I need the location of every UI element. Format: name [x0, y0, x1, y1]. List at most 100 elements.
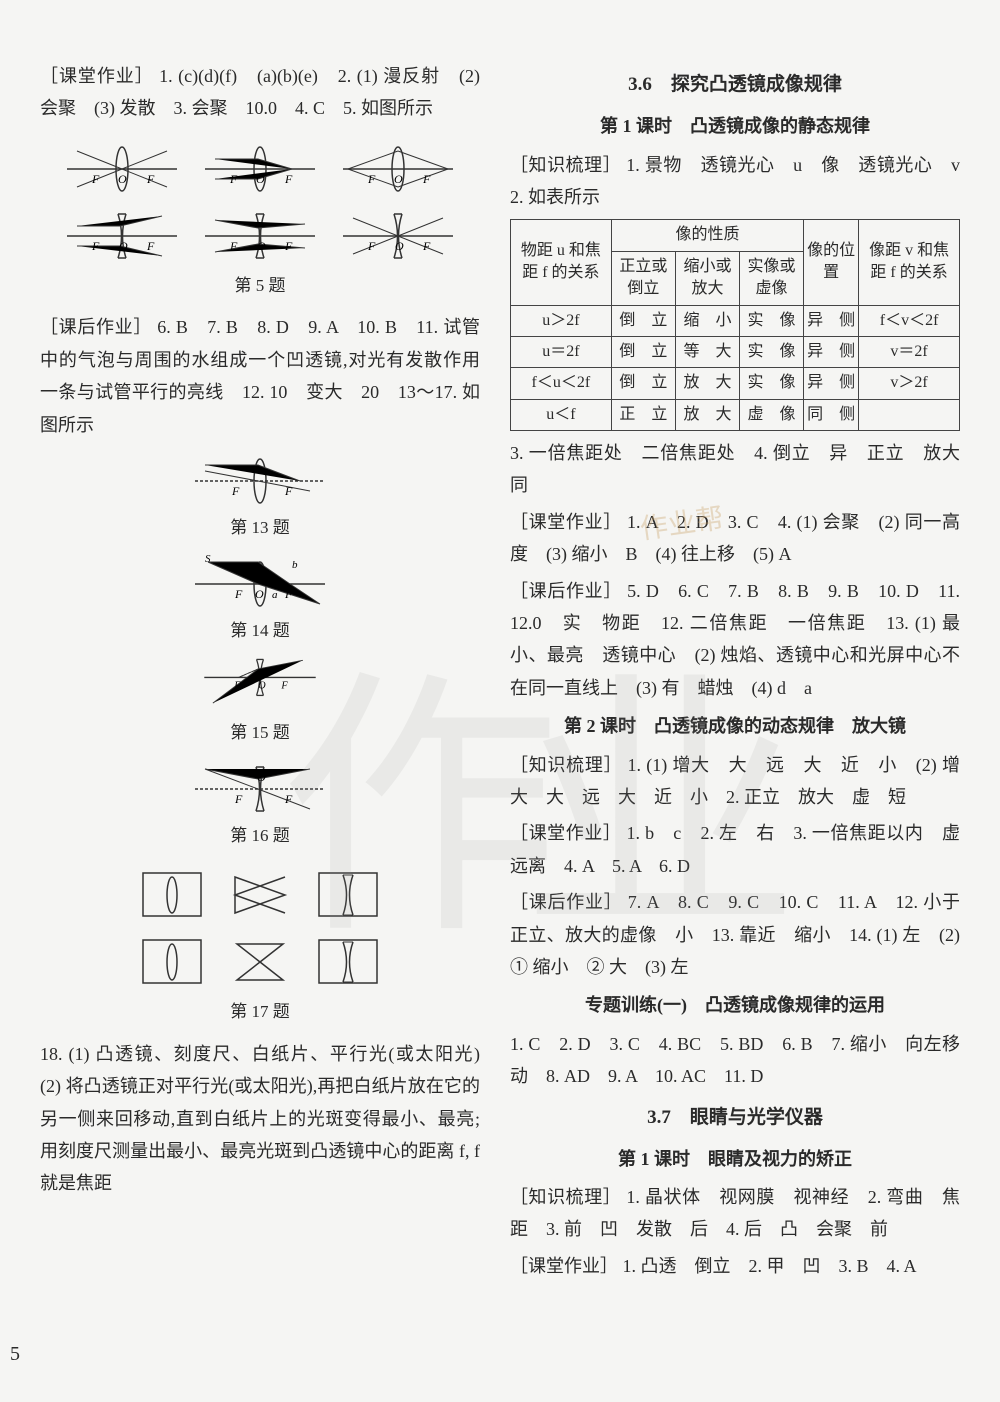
svg-text:F: F — [229, 239, 238, 253]
left-para-3: 18. (1) 凸透镜、刻度尺、白纸片、平行光(或太阳光) (2) 将凸透镜正对… — [40, 1038, 480, 1200]
svg-text:O: O — [395, 239, 404, 253]
table-cell: 异 侧 — [804, 305, 859, 336]
concave-box-icon — [313, 934, 383, 989]
svg-text:a: a — [272, 589, 278, 601]
svg-text:F: F — [284, 792, 293, 806]
table-cell: f＜v＜2f — [859, 305, 960, 336]
svg-text:O: O — [258, 681, 266, 692]
table-cell: 虚 像 — [740, 399, 804, 430]
svg-text:F: F — [91, 172, 100, 186]
prism-box-icon — [225, 867, 295, 922]
lens-diagram-icon: F O F — [338, 141, 458, 196]
svg-text:F: F — [146, 239, 155, 253]
para-after-table: 3. 一倍焦距处 二倍焦距处 4. 倒立 异 正立 放大 同 — [510, 437, 960, 502]
table-row: u＞2f 倒 立 缩 小 实 像 异 侧 f＜v＜2f — [511, 305, 960, 336]
svg-text:F: F — [422, 172, 431, 186]
left-column: ［课堂作业］ 1. (c)(d)(f) (a)(b)(e) 2. (1) 漫反射… — [40, 60, 480, 1362]
special-training-title: 专题训练(一) 凸透镜成像规律的运用 — [510, 989, 960, 1021]
left-para-2: ［课后作业］ 6. B 7. B 8. D 9. A 10. B 11. 试管中… — [40, 311, 480, 441]
lens-diagram-icon: F O F — [62, 141, 182, 196]
svg-text:F: F — [229, 172, 238, 186]
class-work-2: ［课堂作业］ 1. b c 2. 左 右 3. 一倍焦距以内 虚 远离 4. A… — [510, 817, 960, 882]
table-cell: u＝2f — [511, 336, 612, 367]
homework-1: ［课后作业］ 5. D 6. C 7. B 8. B 9. B 10. D 11… — [510, 575, 960, 705]
table-cell: 缩小或放大 — [675, 251, 739, 305]
figure-caption: 第 16 题 — [230, 821, 290, 852]
lens-diagram-icon: F O F — [200, 141, 320, 196]
figure-caption: 第 14 题 — [230, 616, 290, 647]
svg-text:S: S — [205, 554, 211, 565]
figure-16: F O F 第 16 题 — [40, 759, 480, 852]
table-cell: 正 立 — [611, 399, 675, 430]
svg-text:F: F — [284, 587, 293, 601]
concave-lens-diagram-icon: F O F — [200, 208, 320, 263]
lens-box-icon — [137, 867, 207, 922]
svg-text:O: O — [256, 172, 265, 186]
table-cell: u＜f — [511, 399, 612, 430]
table-cell: 像的位置 — [804, 220, 859, 305]
table-row: u＜f 正 立 放 大 虚 像 同 侧 — [511, 399, 960, 430]
table-cell: 物距 u 和焦距 f 的关系 — [511, 220, 612, 305]
svg-text:F: F — [284, 484, 293, 498]
left-para-1: ［课堂作业］ 1. (c)(d)(f) (a)(b)(e) 2. (1) 漫反射… — [40, 60, 480, 125]
svg-text:O: O — [118, 172, 127, 186]
table-cell: 倒 立 — [611, 368, 675, 399]
table-cell: v＞2f — [859, 368, 960, 399]
table-cell: 实 像 — [740, 368, 804, 399]
table-cell: 像距 v 和焦距 f 的关系 — [859, 220, 960, 305]
lens-diagram-icon: F F — [190, 451, 330, 511]
table-cell: f＜u＜2f — [511, 368, 612, 399]
table-cell: 放 大 — [675, 368, 739, 399]
prism-box-icon — [225, 934, 295, 989]
svg-text:F: F — [422, 239, 431, 253]
svg-text:F: F — [280, 681, 288, 692]
right-column: 3.6 探究凸透镜成像规律 第 1 课时 凸透镜成像的静态规律 ［知识梳理］ 1… — [510, 60, 960, 1362]
table-cell: 同 侧 — [804, 399, 859, 430]
table-cell: 实像或虚像 — [740, 251, 804, 305]
concave-lens-diagram-icon: F O F — [338, 208, 458, 263]
knowledge-summary-37: ［知识梳理］ 1. 晶状体 视网膜 视神经 2. 弯曲 焦距 3. 前 凹 发散… — [510, 1181, 960, 1246]
class-work-1: ［课堂作业］ 1. A 2. D 3. C 4. (1) 会聚 (2) 同一高度… — [510, 506, 960, 571]
figure-15: F O F 第 15 题 — [40, 656, 480, 749]
concave-box-icon — [313, 867, 383, 922]
svg-text:F: F — [231, 484, 240, 498]
svg-text:F: F — [367, 172, 376, 186]
table-cell — [859, 399, 960, 430]
svg-text:F: F — [234, 792, 243, 806]
svg-text:O: O — [257, 239, 266, 253]
subsection-title-1: 第 1 课时 凸透镜成像的静态规律 — [510, 110, 960, 142]
knowledge-summary-2: ［知识梳理］ 1. (1) 增大 大 远 大 近 小 (2) 增大 大 远 大 … — [510, 749, 960, 814]
table-cell: 等 大 — [675, 336, 739, 367]
svg-text:F: F — [284, 172, 293, 186]
table-row: 物距 u 和焦距 f 的关系 像的性质 像的位置 像距 v 和焦距 f 的关系 — [511, 220, 960, 251]
special-training-body: 1. C 2. D 3. C 4. BC 5. BD 6. B 7. 缩小 向左… — [510, 1028, 960, 1093]
concave-lens-diagram-icon: F O F — [190, 656, 330, 716]
svg-text:F: F — [146, 172, 155, 186]
table-row: f＜u＜2f 倒 立 放 大 实 像 异 侧 v＞2f — [511, 368, 960, 399]
figure-caption: 第 15 题 — [230, 718, 290, 749]
svg-text:F: F — [367, 239, 376, 253]
table-cell: 倒 立 — [611, 336, 675, 367]
table-cell: 异 侧 — [804, 336, 859, 367]
table-cell: 实 像 — [740, 305, 804, 336]
svg-text:F: F — [91, 239, 100, 253]
convex-lens-table: 物距 u 和焦距 f 的关系 像的性质 像的位置 像距 v 和焦距 f 的关系 … — [510, 219, 960, 431]
figure-17: 第 17 题 — [40, 861, 480, 1028]
section-title-37: 3.7 眼睛与光学仪器 — [510, 1101, 960, 1135]
subsection-title-2: 第 2 课时 凸透镜成像的动态规律 放大镜 — [510, 710, 960, 742]
table-cell: 放 大 — [675, 399, 739, 430]
figure-caption: 第 5 题 — [235, 271, 286, 302]
lens-box-icon — [137, 934, 207, 989]
figure-caption: 第 13 题 — [230, 513, 290, 544]
table-cell: v＝2f — [859, 336, 960, 367]
svg-text:F: F — [233, 681, 241, 692]
svg-text:b: b — [292, 559, 298, 571]
table-cell: 像的性质 — [611, 220, 803, 251]
svg-text:F: F — [234, 587, 243, 601]
figure-13: F F 第 13 题 — [40, 451, 480, 544]
table-cell: 实 像 — [740, 336, 804, 367]
table-cell: 正立或倒立 — [611, 251, 675, 305]
figure-caption: 第 17 题 — [230, 997, 290, 1028]
homework-2: ［课后作业］ 7. A 8. C 9. C 10. C 11. A 12. 小于… — [510, 886, 960, 983]
class-work-37: ［课堂作业］ 1. 凸透 倒立 2. 甲 凹 3. B 4. A — [510, 1250, 960, 1282]
